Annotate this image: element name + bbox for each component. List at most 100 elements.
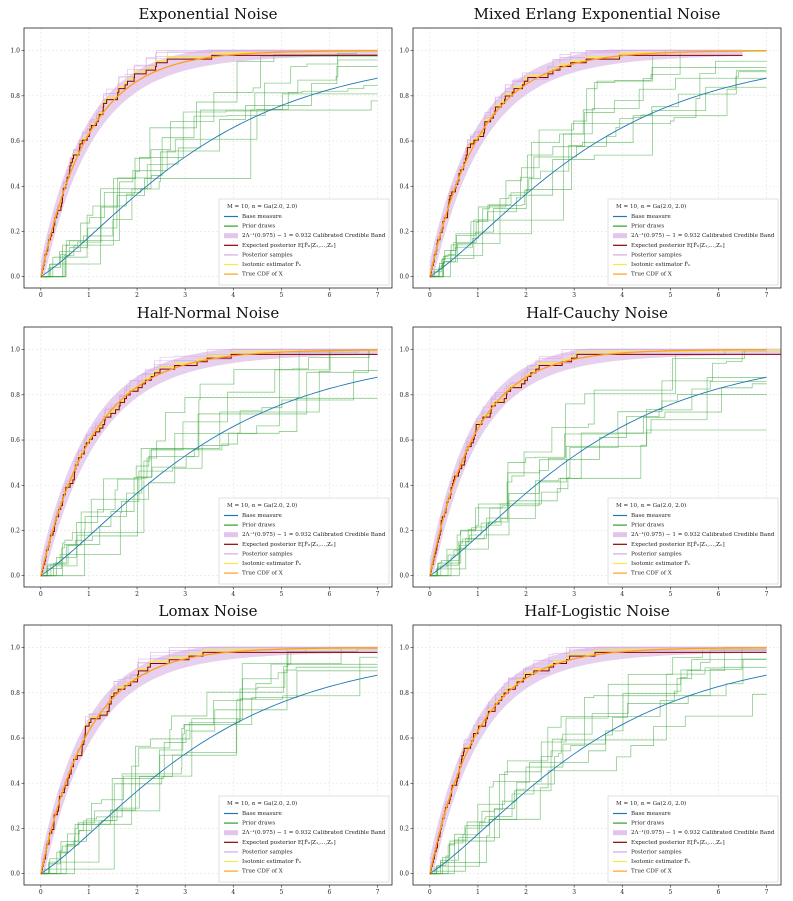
x-tick-label: 7: [376, 889, 380, 896]
legend-swatch-band: [613, 830, 627, 836]
prior-draw-line: [429, 693, 767, 875]
x-tick-label: 3: [183, 591, 187, 598]
x-tick-label: 7: [765, 292, 769, 299]
legend-label-base: Base measure: [242, 513, 283, 519]
legend: M = 10, α = Ga(2.0, 2.0) Base measure Prio…: [218, 795, 390, 883]
x-tick-label: 0: [428, 889, 432, 896]
legend-label-isotonic: Isotonic estimator F̂ₙ: [242, 560, 302, 567]
y-tick-label: 0.2: [399, 228, 409, 235]
legend-box: [607, 497, 779, 585]
legend-label-post_samples: Posterior samples: [631, 252, 682, 258]
x-tick-label: 2: [135, 292, 139, 299]
x-tick-label: 1: [476, 292, 480, 299]
x-tick-label: 6: [717, 591, 721, 598]
legend-label-band: 2Λ⁻¹(0.975) − 1 = 0.932 Calibrated Credi…: [242, 829, 386, 836]
x-tick-label: 6: [328, 889, 332, 896]
legend-label-true_cdf: True CDF of X: [242, 571, 283, 577]
chart-panel-5: Half-Logistic Noise 0 1 2 3 4 5 6 7 0.0 0.2 0.4 0.6 0…: [399, 602, 782, 896]
y-tick-label: 1.0: [10, 48, 20, 55]
prior-draw-line: [40, 54, 378, 278]
x-tick-label: 1: [87, 591, 91, 598]
x-tick-label: 5: [279, 591, 283, 598]
legend-label-isotonic: Isotonic estimator F̂ₙ: [242, 858, 302, 865]
legend-label-true_cdf: True CDF of X: [631, 869, 672, 875]
x-tick-label: 3: [572, 889, 576, 896]
y-tick-label: 0.8: [10, 690, 20, 697]
prior-draw-line: [429, 649, 767, 875]
y-tick-label: 0.6: [399, 138, 409, 145]
y-tick-label: 0.6: [10, 138, 20, 145]
x-tick-label: 5: [668, 292, 672, 299]
legend-label-band: 2Λ⁻¹(0.975) − 1 = 0.932 Calibrated Credi…: [242, 232, 386, 239]
base-measure-line: [40, 77, 378, 278]
chart-title: Mixed Erlang Exponential Noise: [474, 5, 721, 23]
legend-swatch-band: [224, 532, 238, 538]
y-tick-label: 0.0: [10, 274, 20, 281]
x-tick-label: 6: [328, 292, 332, 299]
legend-label-base: Base measure: [631, 811, 672, 817]
y-tick-label: 0.6: [10, 437, 20, 444]
y-tick-label: 0.4: [10, 780, 20, 787]
legend-label-base: Base measure: [242, 214, 283, 220]
x-tick-label: 6: [328, 591, 332, 598]
legend-label-post_samples: Posterior samples: [242, 849, 293, 855]
plot-area: [413, 327, 781, 587]
legend-label-isotonic: Isotonic estimator F̂ₙ: [242, 261, 302, 268]
prior-draw-line: [429, 67, 767, 278]
true-cdf-line: [40, 50, 378, 277]
y-tick-label: 0.4: [10, 482, 20, 489]
x-tick-label: 0: [39, 889, 43, 896]
prior-draw-line: [40, 59, 378, 278]
x-tick-label: 1: [87, 889, 91, 896]
credible-band: [429, 49, 743, 277]
prior-draw-line: [429, 659, 767, 875]
legend-title: M = 10, α = Ga(2.0, 2.0): [227, 203, 297, 210]
x-tick-label: 6: [717, 292, 721, 299]
true-cdf-line: [429, 349, 767, 576]
prior-draw-line: [40, 349, 378, 577]
legend-title: M = 10, α = Ga(2.0, 2.0): [616, 203, 686, 210]
chart-title: Half-Cauchy Noise: [526, 304, 668, 322]
x-tick-label: 1: [476, 889, 480, 896]
legend-box: [607, 198, 779, 286]
prior-draw-line: [40, 50, 378, 278]
x-tick-label: 0: [428, 591, 432, 598]
x-tick-label: 3: [183, 889, 187, 896]
x-tick-label: 0: [39, 292, 43, 299]
x-tick-label: 2: [135, 889, 139, 896]
legend-label-post_mean: Expected posterior E[F̂₀|Z₁,...,Zₙ]: [242, 242, 336, 249]
x-tick-label: 7: [376, 292, 380, 299]
y-tick-label: 0.0: [399, 573, 409, 580]
prior-draw-line: [40, 85, 378, 278]
y-tick-label: 0.4: [10, 183, 20, 190]
legend-title: M = 10, α = Ga(2.0, 2.0): [616, 800, 686, 807]
prior-draw-line: [40, 66, 378, 278]
y-tick-label: 0.4: [399, 780, 409, 787]
plot-area: [413, 625, 781, 885]
prior-draw-line: [429, 647, 767, 875]
plot-area: [24, 625, 392, 885]
y-tick-label: 0.8: [10, 392, 20, 399]
plot-area: [413, 28, 781, 288]
base-measure-line: [40, 376, 378, 577]
legend-label-prior: Prior draws: [631, 523, 664, 529]
legend-label-prior: Prior draws: [631, 821, 664, 827]
chart-panel-1: Mixed Erlang Exponential Noise 0 1 2 3 4 5 6 7 0.…: [399, 5, 782, 299]
y-tick-label: 0.4: [399, 482, 409, 489]
legend-box: [218, 497, 390, 585]
prior-draw-line: [40, 349, 378, 577]
legend-label-isotonic: Isotonic estimator F̂ₙ: [631, 261, 691, 268]
y-tick-label: 0.0: [10, 871, 20, 878]
prior-draw-line: [40, 647, 378, 875]
true-cdf-line: [429, 50, 767, 277]
legend: M = 10, α = Ga(2.0, 2.0) Base measure Prio…: [218, 497, 390, 585]
true-cdf-line: [429, 647, 767, 874]
legend-label-prior: Prior draws: [631, 224, 664, 230]
legend-label-isotonic: Isotonic estimator F̂ₙ: [631, 858, 691, 865]
chart-panel-2: Half-Normal Noise 0 1 2 3 4 5 6 7 0.0 0.2 0.4 0.6 0.8…: [10, 304, 393, 598]
y-tick-label: 1.0: [399, 645, 409, 652]
legend: M = 10, α = Ga(2.0, 2.0) Base measure Prio…: [607, 795, 779, 883]
x-tick-label: 4: [231, 889, 235, 896]
x-tick-label: 5: [668, 591, 672, 598]
